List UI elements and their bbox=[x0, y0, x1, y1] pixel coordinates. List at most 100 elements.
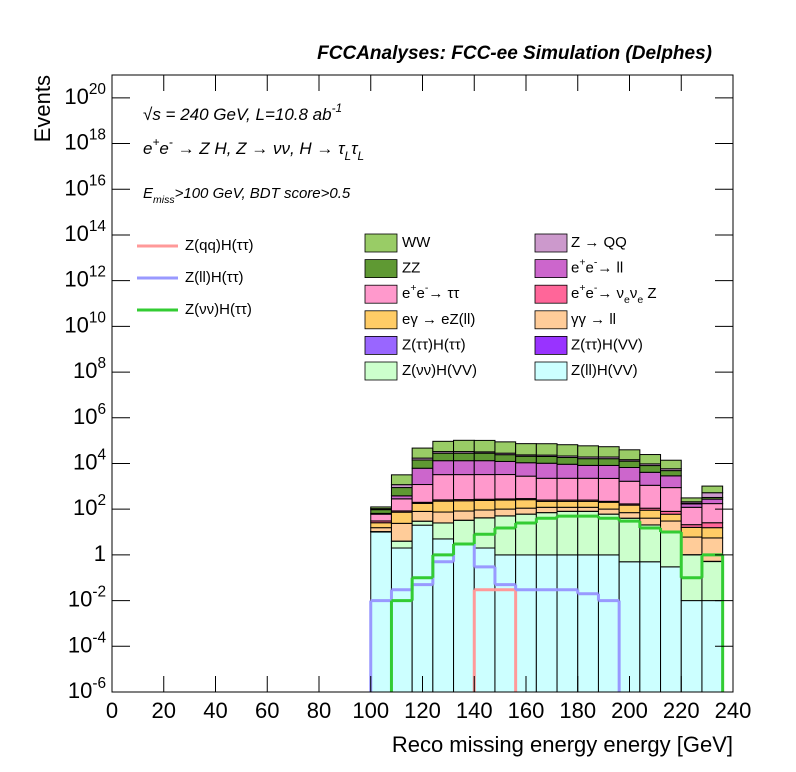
bar-segment bbox=[411, 467, 434, 486]
bar-segment bbox=[639, 484, 662, 509]
bar-segment bbox=[370, 531, 392, 693]
bar-segment bbox=[432, 500, 455, 513]
bar-segment bbox=[515, 507, 537, 515]
bar-segment bbox=[535, 477, 558, 501]
bar-segment bbox=[701, 498, 724, 505]
bar-segment bbox=[660, 487, 682, 512]
y-tick-label: 106 bbox=[73, 400, 106, 428]
bar-segment bbox=[556, 477, 579, 501]
bar-segment bbox=[432, 511, 455, 524]
bar-segment bbox=[453, 452, 475, 462]
legend-label: Z(ll)H(VV) bbox=[571, 362, 638, 379]
bar-segment bbox=[639, 509, 662, 519]
bar-segment bbox=[370, 509, 392, 514]
x-tick-label: 180 bbox=[559, 698, 596, 723]
y-tick-label: 1014 bbox=[64, 218, 106, 246]
bar-segment bbox=[453, 500, 475, 512]
bar-segment bbox=[515, 554, 537, 693]
legend-label: Z(ττ)H(ττ) bbox=[402, 336, 466, 353]
x-tick-label: 80 bbox=[307, 698, 331, 723]
bar-segment bbox=[577, 458, 599, 466]
bar-segment bbox=[370, 522, 392, 529]
bar-segment bbox=[556, 463, 579, 479]
bar-segment bbox=[597, 464, 620, 479]
bar-segment bbox=[618, 517, 641, 563]
bar-segment bbox=[660, 531, 682, 568]
bar-segment bbox=[473, 452, 496, 462]
bar-segment bbox=[618, 466, 641, 482]
bar-segment bbox=[597, 458, 620, 466]
bar-segment bbox=[680, 497, 703, 503]
bar-segment bbox=[660, 475, 682, 489]
bar-segment bbox=[680, 600, 703, 693]
bar-segment bbox=[597, 446, 620, 458]
legend-label: ZZ bbox=[402, 260, 420, 277]
bar-segment bbox=[660, 520, 682, 533]
bar-segment bbox=[390, 511, 413, 524]
legend-label: e+e-→ νeνe Z bbox=[571, 282, 657, 306]
bar-segment bbox=[660, 470, 682, 477]
legend-swatch bbox=[534, 259, 568, 279]
legend-swatch bbox=[364, 361, 398, 381]
legend-swatch bbox=[534, 310, 568, 330]
x-tick-label: 100 bbox=[352, 698, 389, 723]
bar-segment bbox=[515, 462, 537, 477]
x-tick-label: 40 bbox=[203, 698, 227, 723]
y-tick-label: 104 bbox=[73, 446, 106, 474]
legend-label: WW bbox=[402, 234, 431, 251]
y-tick-label: 1010 bbox=[64, 309, 106, 337]
bar-segment bbox=[535, 462, 558, 479]
bar-segment bbox=[701, 561, 724, 602]
bar-segment bbox=[639, 524, 662, 563]
x-axis-title: Reco missing energy energy [GeV] bbox=[392, 732, 733, 757]
bar-segment bbox=[597, 501, 620, 510]
bar-segment bbox=[515, 455, 537, 464]
bar-segment bbox=[411, 502, 434, 512]
x-tick-label: 0 bbox=[106, 698, 118, 723]
bar-segment bbox=[453, 510, 475, 521]
bar-segment bbox=[390, 498, 413, 512]
bar-segment bbox=[701, 522, 724, 529]
bar-segment bbox=[680, 526, 703, 538]
bar-segment bbox=[390, 487, 413, 497]
bar-segment bbox=[618, 460, 641, 468]
bar-segment bbox=[535, 506, 558, 514]
x-tick-label: 140 bbox=[456, 698, 493, 723]
bar-segment bbox=[473, 439, 496, 453]
chart-title: FCCAnalyses: FCC-ee Simulation (Delphes) bbox=[317, 43, 712, 64]
x-tick-label: 60 bbox=[255, 698, 279, 723]
bar-segment bbox=[639, 454, 662, 465]
legend-label: Z(ττ)H(VV) bbox=[571, 336, 643, 353]
bar-segment bbox=[453, 519, 475, 545]
bar-segment bbox=[515, 475, 537, 500]
bar-segment bbox=[494, 515, 517, 556]
x-tick-label: 20 bbox=[152, 698, 176, 723]
bar-segment bbox=[494, 554, 517, 693]
y-tick-label: 108 bbox=[73, 355, 106, 383]
bar-segment bbox=[390, 522, 413, 542]
legend-label: Z(ll)H(ττ) bbox=[185, 269, 244, 286]
bar-segment bbox=[577, 477, 599, 501]
bar-segment bbox=[577, 506, 599, 512]
bar-segment bbox=[411, 524, 434, 693]
bar-segment bbox=[556, 444, 579, 457]
annotation: Emiss>100 GeV, BDT score>0.5 bbox=[143, 185, 351, 206]
bar-segment bbox=[597, 513, 620, 556]
bar-segment bbox=[577, 445, 599, 458]
bar-segment bbox=[701, 537, 724, 562]
bar-segment bbox=[556, 506, 579, 512]
legend-swatch bbox=[364, 310, 398, 330]
bar-segment bbox=[639, 561, 662, 693]
bar-segment bbox=[701, 527, 724, 539]
y-tick-label: 10-6 bbox=[68, 675, 106, 703]
bar-segment bbox=[494, 460, 517, 476]
legend-label: Z(νν)H(ττ) bbox=[185, 301, 252, 318]
y-tick-label: 10-4 bbox=[68, 629, 107, 657]
bar-segment bbox=[701, 503, 724, 524]
bar-segment bbox=[660, 566, 682, 693]
bar-segment bbox=[577, 464, 599, 479]
legend-label: Z(qq)H(ττ) bbox=[185, 237, 254, 254]
legend-swatch bbox=[364, 335, 398, 355]
x-tick-label: 200 bbox=[611, 698, 648, 723]
